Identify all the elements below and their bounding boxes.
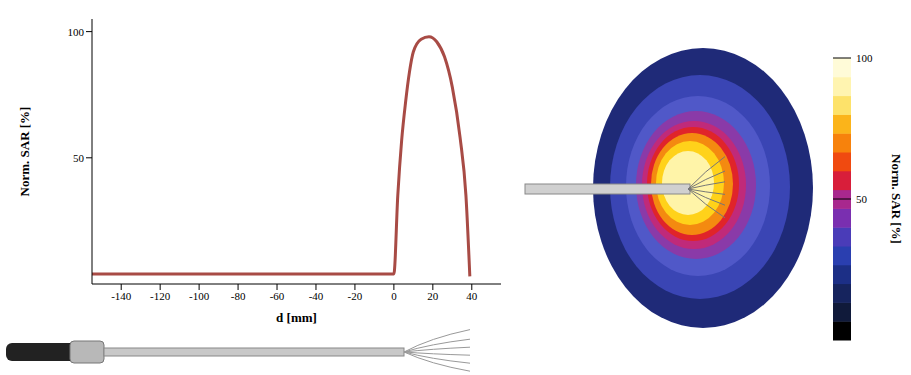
svg-text:50: 50 xyxy=(73,152,85,164)
svg-text:-20: -20 xyxy=(348,290,363,302)
svg-text:100: 100 xyxy=(856,52,873,64)
svg-text:d [mm]: d [mm] xyxy=(276,310,317,325)
svg-text:-120: -120 xyxy=(150,290,171,302)
svg-text:-80: -80 xyxy=(231,290,246,302)
svg-text:40: 40 xyxy=(466,290,478,302)
svg-text:-60: -60 xyxy=(270,290,285,302)
svg-text:-140: -140 xyxy=(111,290,132,302)
svg-text:Norm. SAR [%]: Norm. SAR [%] xyxy=(889,154,904,244)
svg-text:-100: -100 xyxy=(189,290,210,302)
svg-text:-40: -40 xyxy=(309,290,324,302)
svg-text:0: 0 xyxy=(391,290,397,302)
svg-text:20: 20 xyxy=(427,290,439,302)
svg-text:100: 100 xyxy=(68,26,85,38)
svg-text:50: 50 xyxy=(856,193,868,205)
svg-text:Norm. SAR [%]: Norm. SAR [%] xyxy=(17,107,32,197)
